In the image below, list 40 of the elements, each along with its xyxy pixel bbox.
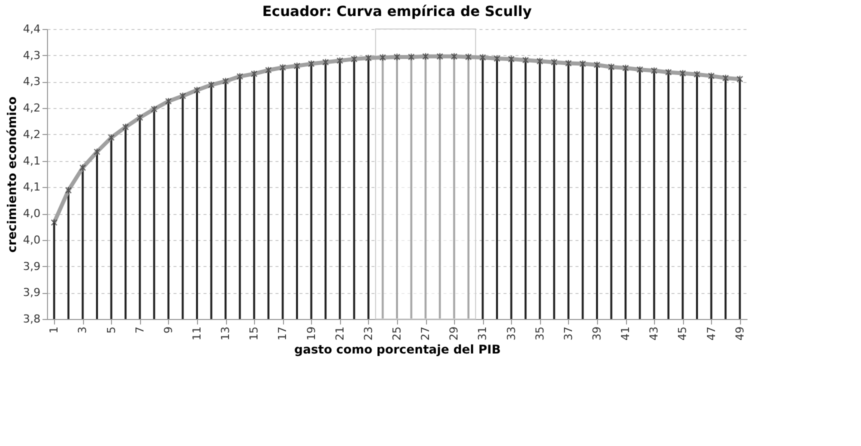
chart-title: Ecuador: Curva empírica de Scully: [262, 4, 532, 20]
x-tick-label: 19: [304, 326, 318, 340]
x-tick-label: 31: [476, 326, 490, 340]
y-tick-label: 4,4: [23, 22, 40, 36]
x-tick-label: 33: [504, 326, 518, 340]
x-tick-label: 27: [419, 326, 432, 340]
x-axis-title: gasto como porcentaje del PIB: [294, 342, 501, 356]
x-tick-label: 43: [648, 326, 661, 340]
y-tick-label: 4,0: [23, 207, 40, 220]
x-tick-label: 23: [362, 326, 375, 340]
y-tick-label: 4,2: [23, 128, 40, 141]
x-tick-label: 37: [562, 326, 575, 340]
x-tick-label: 9: [162, 326, 175, 334]
y-tick-label: 4,1: [23, 154, 40, 168]
x-tick-label: 29: [448, 326, 461, 340]
x-tick-label: 25: [390, 326, 404, 340]
y-axis-title: crecimiento económico: [5, 96, 20, 253]
x-tick-label: 7: [133, 326, 146, 334]
x-tick-label: 21: [333, 326, 346, 340]
x-tick-label: 39: [590, 326, 604, 340]
x-tick-label: 3: [76, 326, 90, 334]
y-tick-label: 4,0: [23, 233, 40, 246]
y-tick-label: 3,9: [23, 260, 40, 273]
y-tick-label: 3,9: [23, 286, 40, 300]
y-tick-label: 4,3: [23, 75, 40, 88]
y-tick-label: 4,3: [23, 48, 40, 62]
y-tick-label: 3,8: [23, 312, 40, 326]
x-tick-label: 15: [248, 326, 261, 340]
x-tick-label: 13: [219, 326, 232, 340]
x-tick-label: 47: [704, 326, 718, 340]
x-tick-label: 45: [676, 326, 690, 340]
x-tick-label: 35: [533, 326, 546, 340]
y-tick-label: 4,2: [23, 102, 40, 115]
x-tick-label: 17: [276, 326, 290, 340]
x-tick-label: 1: [48, 326, 61, 334]
x-tick-label: 11: [190, 326, 204, 340]
x-tick-label: 5: [104, 326, 118, 334]
x-tick-label: 41: [619, 326, 632, 340]
x-tick-label: 49: [733, 326, 746, 340]
y-tick-label: 4,1: [23, 180, 40, 194]
